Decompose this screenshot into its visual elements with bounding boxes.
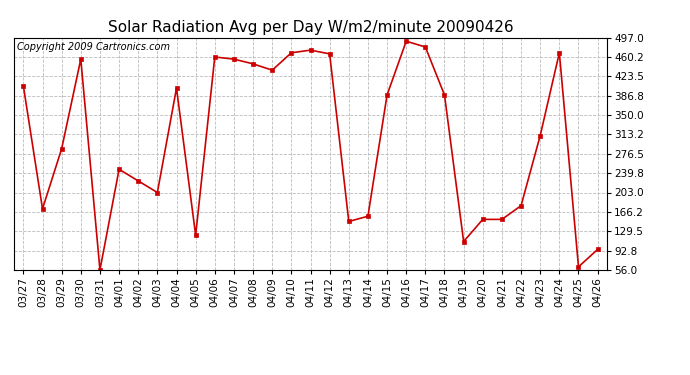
Title: Solar Radiation Avg per Day W/m2/minute 20090426: Solar Radiation Avg per Day W/m2/minute … — [108, 20, 513, 35]
Text: Copyright 2009 Cartronics.com: Copyright 2009 Cartronics.com — [17, 42, 170, 52]
